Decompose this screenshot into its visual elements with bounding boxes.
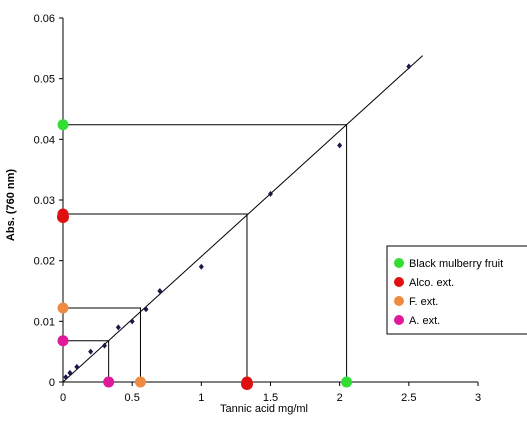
x-tick-label: 1 [198, 392, 204, 404]
regression-line [62, 55, 424, 383]
data-point [406, 63, 412, 70]
data-point [63, 374, 69, 381]
data-point [102, 342, 107, 349]
x-tick-label: 2 [337, 392, 343, 404]
legend-marker [394, 315, 404, 325]
standard-points-layer [63, 63, 412, 381]
legend-marker [394, 296, 404, 306]
sample-markers-layer [57, 119, 353, 390]
guide-line [63, 307, 141, 382]
data-point [157, 288, 163, 294]
y-tick-label: 0.03 [34, 195, 55, 207]
y-tick-label: 0.06 [34, 13, 55, 25]
sample-marker-x [240, 378, 253, 390]
data-point [74, 363, 80, 370]
data-point [143, 306, 149, 313]
guide-line [63, 213, 248, 382]
y-tick-label: 0.04 [34, 134, 55, 146]
data-point [337, 142, 343, 149]
y-tick-label: 0.05 [34, 74, 55, 86]
x-axis-title: Tannic acid mg/ml [220, 403, 308, 415]
y-axis-title: Abs. (760 nm) [5, 169, 17, 241]
sample-marker-y [57, 119, 69, 131]
legend-marker [394, 277, 404, 287]
y-tick-label: 0.01 [34, 316, 55, 328]
data-point [67, 369, 73, 376]
legend: Black mulberry fruit Alco. ext. F. ext. A. … [386, 245, 527, 335]
data-point [115, 324, 121, 331]
regression-line-layer [62, 55, 424, 383]
x-tick-label: 1.5 [263, 392, 278, 404]
x-tick-label: 3 [475, 392, 481, 404]
axes-layer [62, 18, 478, 383]
legend-label: F. ext. [409, 296, 438, 308]
legend-label: A. ext. [409, 315, 440, 327]
sample-marker-x [134, 376, 146, 388]
sample-marker-y [57, 302, 69, 314]
data-point [268, 190, 273, 197]
x-tick-label: 0 [60, 392, 66, 404]
data-point [129, 318, 135, 325]
y-tick-label: 0.02 [34, 256, 55, 268]
sample-marker-x [341, 376, 353, 388]
data-point [88, 348, 94, 355]
legend-label: Alco. ext. [409, 277, 454, 289]
legend-label: Black mulberry fruit [409, 258, 503, 270]
data-point [198, 263, 204, 270]
sample-marker-x [103, 376, 115, 388]
x-tick-label: 2.5 [401, 392, 416, 404]
sample-marker-y [57, 210, 69, 223]
sample-marker-y [57, 335, 69, 347]
legend-box [386, 245, 527, 335]
x-tick-label: 0.5 [125, 392, 140, 404]
legend-marker [394, 258, 404, 268]
y-tick-label: 0 [49, 377, 55, 389]
ticks-layer: 0 0.01 0.02 0.03 0.04 0.05 0.06 0 0.5 1 1.5 2 2.5 3 [34, 13, 481, 404]
